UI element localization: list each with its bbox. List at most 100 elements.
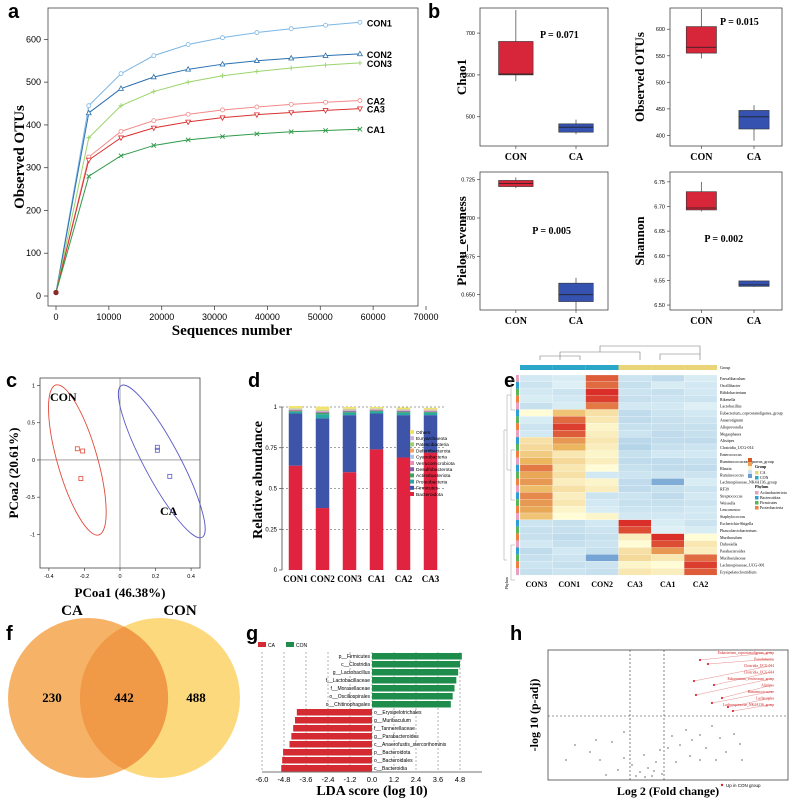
heatmap-cell	[684, 479, 717, 486]
boxplot-y-tick-label: 550	[656, 54, 665, 60]
heatmap-cell	[619, 492, 652, 499]
abundance-bar-Bacteroidota-CA2	[397, 458, 411, 570]
heatmap-row-label: Erysipelatoclostridium	[720, 569, 757, 574]
heatmap-row-phylum-swatch	[516, 375, 519, 382]
volcano-point-ns	[675, 761, 677, 763]
volcano-point-ns	[605, 774, 607, 776]
heatmap-group-bar	[684, 365, 717, 370]
abundance-bar-Desulfobacterota-CON2	[316, 412, 330, 413]
abundance-bar-Firmicutes-CON2	[316, 418, 330, 508]
heatmap-row-phylum-swatch	[516, 423, 519, 430]
heatmap-cell	[651, 389, 684, 396]
heatmap-cell	[520, 479, 553, 486]
rarefaction-y-tick-label: 200	[26, 205, 41, 215]
heatmap-cell	[586, 423, 619, 430]
heatmap-column-label: CON2	[591, 580, 613, 589]
heatmap-row-label: Lachnospiraceae_UCG-001	[720, 562, 765, 567]
heatmap-row-phylum-swatch	[516, 534, 519, 541]
boxplot-y-tick-label: 400	[656, 133, 665, 139]
heatmap-group-bar	[619, 365, 652, 370]
abundance-bar-Verrucomicrobiota-CON2	[316, 412, 330, 413]
heatmap-colour-scale	[748, 466, 752, 470]
venn-set-label: CON	[163, 603, 197, 619]
abundance-legend-swatch	[410, 467, 414, 471]
heatmap-cell	[651, 479, 684, 486]
heatmap-cell	[619, 554, 652, 561]
heatmap-cell	[553, 382, 586, 389]
volcano-point-ns	[595, 739, 597, 741]
rarefaction-point-CON1	[119, 72, 123, 76]
heatmap-cell	[520, 541, 553, 548]
panel-label-c: c	[6, 370, 17, 392]
heatmap-legend-phylum-swatch	[755, 491, 759, 495]
lda-x-tick-label: 3.6	[433, 775, 443, 784]
rarefaction-point-CON3	[186, 80, 191, 85]
rarefaction-y-tick-label: 600	[26, 34, 41, 44]
rarefaction-series-label: CON1	[367, 18, 392, 28]
heatmap-cell	[619, 513, 652, 520]
heatmap-cell	[619, 520, 652, 527]
heatmap-row-label: Faecalibaculum	[720, 376, 746, 381]
abundance-legend-swatch	[410, 480, 414, 484]
heatmap-cell	[684, 451, 717, 458]
boxplot-p-value: P = 0.005	[532, 226, 571, 237]
rarefaction-series-label: CA3	[367, 105, 385, 115]
boxplot-box-CA	[559, 124, 594, 132]
heatmap-cell	[586, 485, 619, 492]
heatmap-row-phylum-swatch	[516, 382, 519, 389]
abundance-y-label: Relative abundance	[251, 421, 266, 539]
heatmap-cell	[651, 423, 684, 430]
lda-x-tick-label: -4.8	[278, 775, 291, 784]
heatmap-cell	[586, 437, 619, 444]
heatmap-cell	[684, 548, 717, 555]
heatmap-row-phylum-swatch	[516, 458, 519, 465]
rarefaction-x-tick-label: 60000	[361, 312, 386, 322]
rarefaction-point-CA2	[119, 129, 123, 133]
heatmap-cell	[619, 548, 652, 555]
abundance-legend-label: Euryarchaeota	[416, 436, 448, 442]
rarefaction-point-CON3	[289, 66, 294, 71]
volcano-point-label: Alistipes	[761, 684, 774, 688]
abundance-legend-label: Deferribacterota	[416, 448, 451, 454]
abundance-bar-Desulfobacterota-CON3	[343, 411, 357, 412]
heatmap-cell	[520, 513, 553, 520]
abundance-bar-Desulfobacterota-CON1	[289, 410, 303, 411]
lda-bar-o__Bacteroidales	[282, 757, 372, 764]
heatmap-cell	[651, 382, 684, 389]
rarefaction-line-CA2	[56, 101, 360, 293]
pcoa-point-CON	[79, 477, 83, 481]
pcoa-point-CA	[168, 474, 172, 478]
boxplot-group-label: CON	[505, 152, 528, 163]
heatmap-cell	[651, 554, 684, 561]
pcoa-x-tick-label: 0.2	[152, 574, 160, 580]
heatmap-cell	[553, 568, 586, 575]
heatmap-cell	[586, 444, 619, 451]
volcano-point-label: Eubacterium_ventriosum_group	[727, 677, 774, 681]
volcano-x-label: Log 2 (Fold change)	[617, 784, 719, 798]
heatmap-cell	[684, 561, 717, 568]
heatmap-legend-phylum-swatch	[755, 496, 759, 500]
abundance-bar-Bacteroidota-CON2	[316, 508, 330, 570]
heatmap-row-phylum-swatch	[516, 416, 519, 423]
heatmap-row-phylum-swatch	[516, 541, 519, 548]
volcano-point-label: Ruminococcaceae	[748, 690, 775, 694]
rarefaction-y-tick-label: 500	[26, 77, 41, 87]
heatmap-row-phylum-swatch	[516, 389, 519, 396]
heatmap-cell	[619, 437, 652, 444]
pcoa-group-label: CON	[50, 390, 77, 404]
heatmap-group-bar	[520, 365, 553, 370]
heatmap-cell	[553, 396, 586, 403]
heatmap-cell	[651, 506, 684, 513]
volcano-y-label: -log 10 (p-adj)	[527, 679, 541, 752]
heatmap-cell	[586, 513, 619, 520]
heatmap-cell	[619, 416, 652, 423]
pcoa-group-label: CA	[160, 504, 178, 518]
heatmap-cell	[520, 534, 553, 541]
heatmap-cell	[651, 465, 684, 472]
pcoa-point-CA	[155, 445, 159, 449]
volcano-point-ns	[644, 776, 646, 778]
abundance-bar-Firmicutes-CA2	[397, 415, 411, 457]
boxplot-y-tick-label: 6.60	[654, 254, 665, 260]
abundance-legend-swatch	[410, 492, 414, 496]
